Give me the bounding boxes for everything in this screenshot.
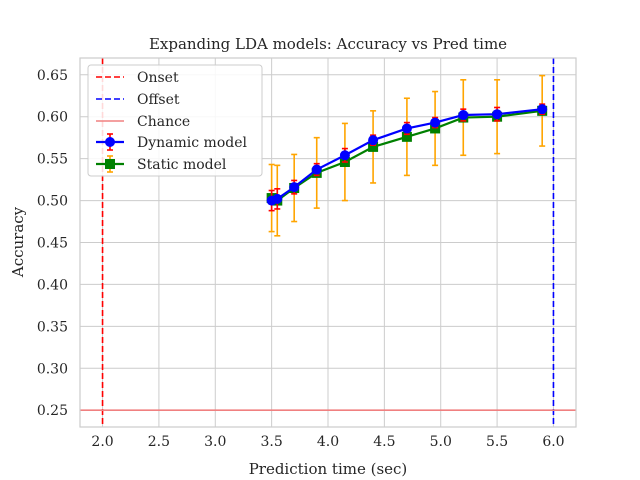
y-tick-label: 0.65 (37, 68, 68, 84)
data-point (492, 109, 503, 120)
legend-label: Static model (137, 157, 227, 173)
data-point (537, 104, 548, 115)
legend-label: Chance (137, 114, 190, 130)
data-point (289, 182, 300, 193)
x-tick-label: 3.5 (261, 434, 283, 450)
legend-box (87, 64, 263, 177)
x-tick-label: 6.0 (542, 434, 564, 450)
data-point (368, 135, 379, 146)
x-tick-label: 4.5 (373, 434, 395, 450)
y-tick-label: 0.55 (37, 152, 68, 168)
chart-title: Expanding LDA models: Accuracy vs Pred t… (149, 35, 507, 53)
legend-marker (105, 137, 115, 147)
reference-lines (80, 58, 576, 427)
x-tick-label: 5.5 (486, 434, 508, 450)
x-tick-label: 3.0 (204, 434, 226, 450)
data-point (311, 164, 322, 175)
y-tick-label: 0.30 (37, 361, 68, 377)
y-tick-label: 0.40 (37, 277, 68, 293)
y-tick-label: 0.25 (37, 403, 68, 419)
data-point (272, 193, 283, 204)
data-point (401, 123, 412, 134)
data-point (430, 117, 441, 128)
plot-frame (79, 57, 577, 428)
y-axis-label: Accuracy (9, 206, 27, 278)
legend-marker (105, 159, 115, 169)
y-tick-labels: 0.25 0.30 0.35 0.40 0.45 0.50 0.55 0.60 0.65 (37, 68, 68, 419)
x-tick-label: 2.0 (91, 434, 113, 450)
x-tick-label: 5.0 (430, 434, 452, 450)
x-tick-label: 4.0 (317, 434, 339, 450)
x-axis-label: Prediction time (sec) (249, 460, 408, 478)
legend-label: Onset (137, 70, 179, 86)
legend: Onset Offset Chance Dynamic model Static mod… (87, 64, 263, 177)
series-layer (266, 74, 548, 237)
legend-label: Dynamic model (137, 135, 247, 151)
data-point (430, 123, 441, 134)
dynamic-model-series (266, 103, 548, 212)
data-point (368, 141, 379, 152)
y-tick-label: 0.50 (37, 194, 68, 210)
data-point (401, 131, 412, 142)
data-point (339, 150, 350, 161)
grid (80, 58, 576, 427)
data-point (458, 110, 469, 121)
y-tick-label: 0.45 (37, 236, 68, 252)
x-tick-labels: 2.0 2.5 3.0 3.5 4.0 4.5 5.0 5.5 6.0 (91, 434, 564, 450)
x-tick-label: 2.5 (148, 434, 170, 450)
legend-label: Offset (137, 92, 180, 108)
static-model-series (266, 74, 548, 237)
y-tick-label: 0.35 (37, 319, 68, 335)
y-tick-label: 0.60 (37, 110, 68, 126)
